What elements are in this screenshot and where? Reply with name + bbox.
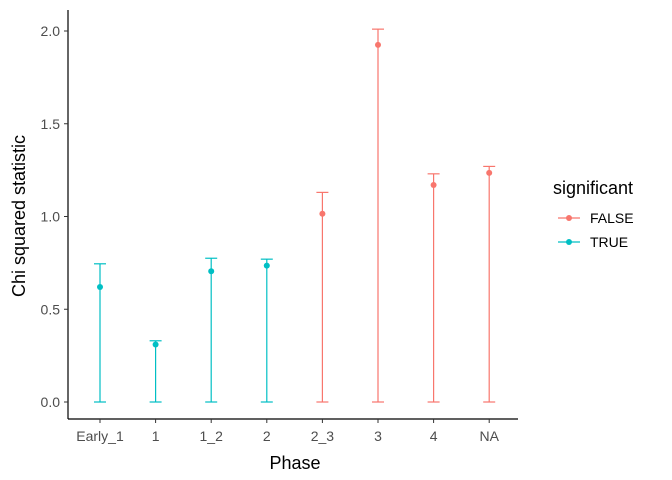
data-point xyxy=(152,341,159,348)
y-tick-label: 0.0 xyxy=(41,394,61,410)
y-tick-label: 2.0 xyxy=(41,23,61,39)
x-tick-label: Early_1 xyxy=(76,428,124,444)
data-point xyxy=(430,181,437,188)
y-tick-label: 0.5 xyxy=(41,301,61,317)
data-point xyxy=(319,210,326,217)
y-tick-label: 1.0 xyxy=(41,209,61,225)
data-point xyxy=(263,262,270,269)
legend-label: FALSE xyxy=(590,210,634,226)
x-axis-title: Phase xyxy=(269,453,320,473)
data-point xyxy=(208,268,215,275)
legend-key-point xyxy=(566,239,572,245)
x-tick-label: 4 xyxy=(430,428,438,444)
data-point xyxy=(97,283,103,290)
y-tick-label: 1.5 xyxy=(41,116,61,132)
y-axis-title: Chi squared statistic xyxy=(9,135,29,297)
plot-area xyxy=(94,28,496,403)
data-point xyxy=(375,41,381,48)
x-tick-label: 2_3 xyxy=(311,428,335,444)
x-tick-label: 3 xyxy=(374,428,382,444)
x-tick-label: 1 xyxy=(152,428,160,444)
legend-key-point xyxy=(566,215,572,221)
x-tick-label: 1_2 xyxy=(200,428,224,444)
data-point xyxy=(486,169,493,176)
x-tick-label: NA xyxy=(479,428,499,444)
axes: 0.0 0.5 1.0 1.5 2.0 Early_1 1 1_2 2 2_3 3 4 NA xyxy=(41,10,518,444)
legend-title: significant xyxy=(553,178,633,198)
legend: significant FALSE TRUE xyxy=(553,178,634,250)
legend-label: TRUE xyxy=(590,234,628,250)
x-tick-label: 2 xyxy=(263,428,271,444)
